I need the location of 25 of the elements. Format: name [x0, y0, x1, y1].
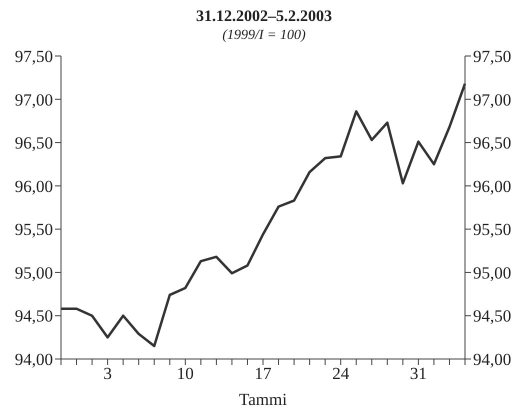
y2-tick-label: 95,00	[473, 263, 512, 282]
chart-title: 31.12.2002–5.2.2003	[195, 8, 333, 26]
y2-tick-label: 94,00	[473, 350, 512, 370]
y2-tick-label: 96,00	[473, 176, 512, 196]
y2-tick-label: 96,50	[473, 134, 512, 153]
y2-tick-label: 94,50	[473, 306, 512, 326]
y-tick-label: 96,50	[14, 134, 53, 153]
x-tick-label: 24	[332, 364, 350, 384]
y-tick-label: 97,00	[14, 90, 53, 110]
y-tick-label: 95,50	[14, 220, 53, 240]
x-tick-label: 10	[176, 364, 194, 384]
y-tick-label: 96,00	[14, 176, 53, 196]
y-tick-label: 97,50	[14, 47, 53, 66]
y-tick-label: 94,50	[14, 306, 53, 326]
chart-subtitle: (1999/I = 100)	[221, 28, 307, 44]
x-tick-label: 17	[254, 364, 272, 384]
y-tick-label: 94,00	[14, 350, 53, 370]
y-tick-label: 95,00	[14, 263, 53, 282]
x-tick-label: 3	[103, 364, 112, 384]
line-series	[60, 82, 466, 348]
x-axis-title: Tammi	[239, 390, 288, 407]
y2-tick-label: 95,50	[473, 220, 512, 240]
y2-tick-label: 97,00	[473, 90, 512, 110]
x-tick-label: 31	[410, 364, 427, 384]
y2-tick-label: 97,50	[473, 47, 512, 66]
